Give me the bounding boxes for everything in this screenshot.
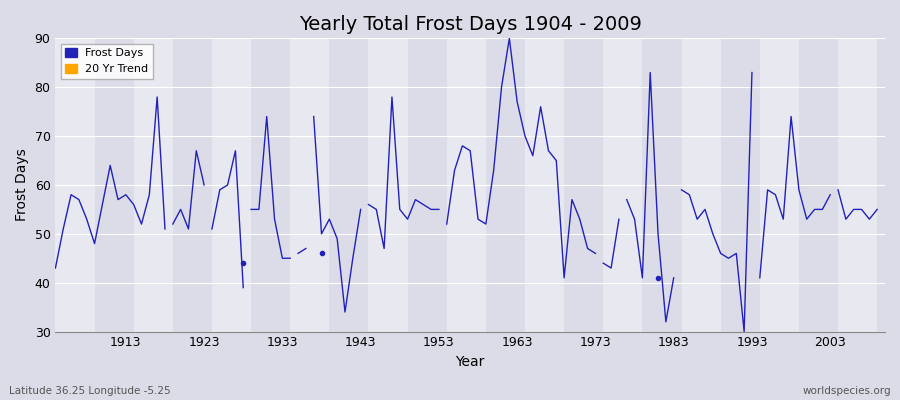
Bar <box>838 38 878 332</box>
Bar <box>56 38 94 332</box>
Bar <box>681 38 721 332</box>
Bar <box>134 38 173 332</box>
Bar <box>603 38 643 332</box>
Bar <box>760 38 799 332</box>
Bar <box>525 38 564 332</box>
Y-axis label: Frost Days: Frost Days <box>15 148 29 221</box>
Legend: Frost Days, 20 Yr Trend: Frost Days, 20 Yr Trend <box>61 44 153 78</box>
Text: worldspecies.org: worldspecies.org <box>803 386 891 396</box>
Text: Latitude 36.25 Longitude -5.25: Latitude 36.25 Longitude -5.25 <box>9 386 171 396</box>
Bar <box>290 38 329 332</box>
Bar <box>212 38 251 332</box>
Title: Yearly Total Frost Days 1904 - 2009: Yearly Total Frost Days 1904 - 2009 <box>299 15 642 34</box>
Bar <box>368 38 408 332</box>
Bar <box>446 38 486 332</box>
X-axis label: Year: Year <box>455 355 485 369</box>
